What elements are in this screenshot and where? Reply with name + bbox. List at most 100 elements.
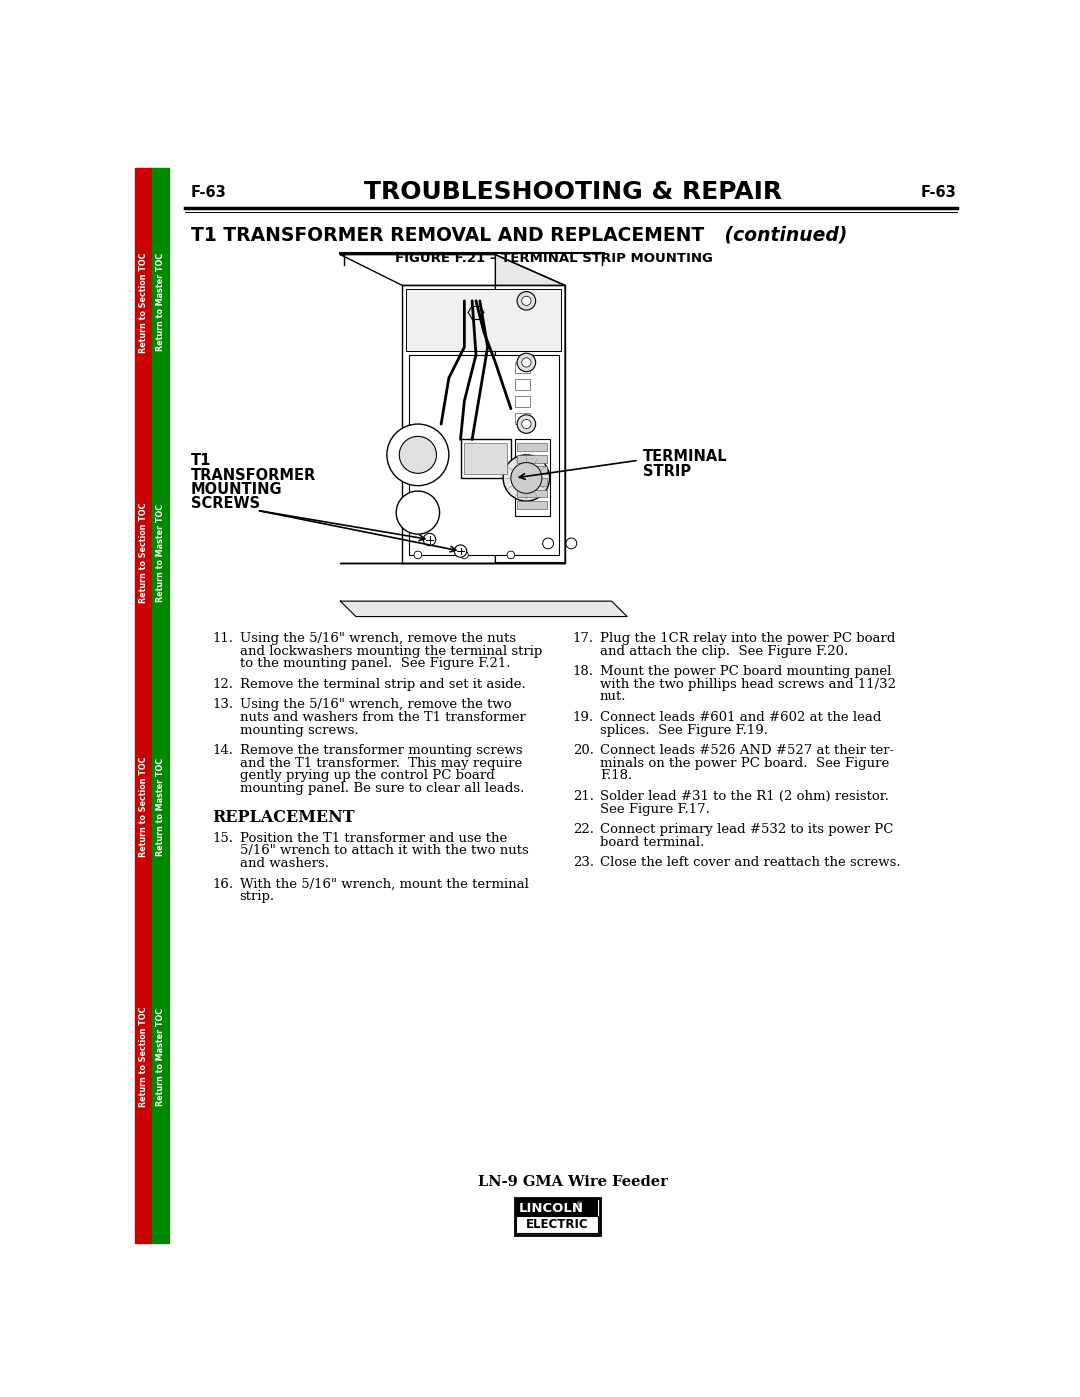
Text: TROUBLESHOOTING & REPAIR: TROUBLESHOOTING & REPAIR (364, 180, 782, 204)
Bar (464, 443, 507, 474)
Text: STRIP: STRIP (643, 464, 691, 479)
Text: ELECTRIC: ELECTRIC (526, 1218, 589, 1231)
Bar (517, 489, 548, 497)
Text: Connect primary lead #532 to its power PC: Connect primary lead #532 to its power P… (600, 823, 893, 835)
Circle shape (517, 292, 536, 310)
Text: 17.: 17. (572, 631, 594, 645)
Text: 20.: 20. (572, 745, 594, 757)
Text: F.18.: F.18. (600, 770, 632, 782)
Text: F-63: F-63 (921, 184, 957, 200)
Text: See Figure F.17.: See Figure F.17. (600, 802, 710, 816)
Circle shape (396, 490, 440, 534)
Bar (403, 285, 565, 563)
Text: Solder lead #31 to the R1 (2 ohm) resistor.: Solder lead #31 to the R1 (2 ohm) resist… (600, 789, 889, 803)
Text: board terminal.: board terminal. (600, 835, 704, 848)
Text: 18.: 18. (572, 665, 594, 678)
Text: F-63: F-63 (191, 184, 227, 200)
Text: 15.: 15. (213, 831, 233, 845)
Text: 13.: 13. (213, 698, 233, 711)
Bar (408, 355, 559, 555)
Text: (continued): (continued) (718, 226, 847, 244)
Text: 16.: 16. (213, 877, 233, 890)
Text: Return to Section TOC: Return to Section TOC (139, 1007, 148, 1108)
Bar (515, 1197, 600, 1235)
Text: Using the 5/16" wrench, remove the nuts: Using the 5/16" wrench, remove the nuts (240, 631, 516, 645)
Text: Using the 5/16" wrench, remove the two: Using the 5/16" wrench, remove the two (240, 698, 511, 711)
Circle shape (503, 455, 550, 502)
Text: Position the T1 transformer and use the: Position the T1 transformer and use the (240, 831, 507, 845)
Circle shape (460, 550, 469, 559)
Text: T1 TRANSFORMER REMOVAL AND REPLACEMENT: T1 TRANSFORMER REMOVAL AND REPLACEMENT (191, 226, 704, 244)
Circle shape (511, 462, 542, 493)
Bar (406, 289, 562, 351)
Text: nut.: nut. (600, 690, 626, 704)
Text: Close the left cover and reattach the screws.: Close the left cover and reattach the sc… (600, 856, 901, 869)
Text: Connect leads #526 AND #527 at their ter-: Connect leads #526 AND #527 at their ter… (600, 745, 894, 757)
Bar (516, 1217, 598, 1234)
Circle shape (517, 353, 536, 372)
Circle shape (542, 538, 554, 549)
Text: Return to Master TOC: Return to Master TOC (157, 503, 165, 602)
Text: and the T1 transformer.  This may require: and the T1 transformer. This may require (240, 757, 522, 770)
Text: MOUNTING: MOUNTING (191, 482, 283, 497)
Circle shape (566, 538, 577, 549)
Text: to the mounting panel.  See Figure F.21.: to the mounting panel. See Figure F.21. (240, 658, 510, 671)
Bar (516, 1200, 598, 1217)
Text: Return to Section TOC: Return to Section TOC (139, 503, 148, 604)
Bar (517, 455, 548, 462)
Bar (516, 1217, 598, 1234)
Text: FIGURE F.21 – TERMINAL STRIP MOUNTING: FIGURE F.21 – TERMINAL STRIP MOUNTING (394, 251, 713, 265)
Text: Remove the transformer mounting screws: Remove the transformer mounting screws (240, 745, 523, 757)
Circle shape (455, 545, 467, 557)
Circle shape (507, 550, 515, 559)
Text: and lockwashers mounting the terminal strip: and lockwashers mounting the terminal st… (240, 644, 542, 658)
Bar (517, 502, 548, 509)
Text: Return to Section TOC: Return to Section TOC (139, 251, 148, 352)
Text: With the 5/16" wrench, mount the terminal: With the 5/16" wrench, mount the termina… (240, 877, 528, 890)
Bar (515, 380, 530, 390)
Text: 5/16" wrench to attach it with the two nuts: 5/16" wrench to attach it with the two n… (240, 844, 528, 858)
Text: 21.: 21. (572, 789, 594, 803)
Text: Return to Master TOC: Return to Master TOC (157, 253, 165, 352)
Circle shape (400, 436, 436, 474)
Text: strip.: strip. (240, 890, 274, 904)
Bar (517, 443, 548, 451)
Bar (515, 440, 550, 517)
Text: 11.: 11. (213, 631, 233, 645)
Text: mounting screws.: mounting screws. (240, 724, 359, 736)
Polygon shape (340, 601, 627, 616)
Text: with the two phillips head screws and 11/32: with the two phillips head screws and 11… (600, 678, 896, 690)
Text: minals on the power PC board.  See Figure: minals on the power PC board. See Figure (600, 757, 889, 770)
Circle shape (423, 534, 435, 546)
Text: and attach the clip.  See Figure F.20.: and attach the clip. See Figure F.20. (600, 644, 848, 658)
Bar (517, 467, 548, 474)
Bar (517, 478, 548, 486)
Text: ®: ® (576, 1203, 582, 1208)
Text: Return to Master TOC: Return to Master TOC (157, 1007, 165, 1106)
Text: Return to Section TOC: Return to Section TOC (139, 757, 148, 856)
Text: and washers.: and washers. (240, 858, 328, 870)
Circle shape (522, 358, 531, 367)
Polygon shape (496, 254, 565, 563)
Text: 23.: 23. (572, 856, 594, 869)
Text: 14.: 14. (213, 745, 233, 757)
Text: SCREWS: SCREWS (191, 496, 260, 511)
Bar (135, 168, 152, 1243)
Text: 12.: 12. (213, 678, 233, 690)
Text: REPLACEMENT: REPLACEMENT (213, 809, 355, 826)
Bar (152, 168, 170, 1243)
Text: T1: T1 (191, 453, 212, 468)
Text: splices.  See Figure F.19.: splices. See Figure F.19. (600, 724, 768, 736)
Text: nuts and washers from the T1 transformer: nuts and washers from the T1 transformer (240, 711, 526, 724)
Circle shape (522, 419, 531, 429)
Text: Return to Master TOC: Return to Master TOC (157, 757, 165, 856)
Text: TERMINAL: TERMINAL (643, 448, 727, 464)
Text: 22.: 22. (572, 823, 594, 835)
Circle shape (414, 550, 422, 559)
Text: Remove the terminal strip and set it aside.: Remove the terminal strip and set it asi… (240, 678, 525, 690)
Polygon shape (340, 254, 565, 285)
Circle shape (387, 425, 449, 486)
Circle shape (522, 296, 531, 306)
Text: gently prying up the control PC board: gently prying up the control PC board (240, 770, 495, 782)
Circle shape (517, 415, 536, 433)
